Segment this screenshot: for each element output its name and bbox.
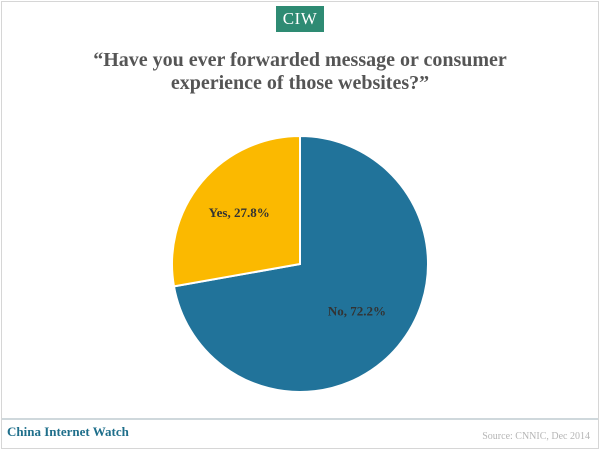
footer-divider: [2, 418, 598, 420]
pie-slice-yes: [171, 134, 301, 288]
brand-name: China Internet Watch: [7, 424, 129, 439]
chart-title: “Have you ever forwarded message or cons…: [40, 49, 560, 95]
pie-label-no: No, 72.2%: [328, 304, 386, 319]
pie-slices: [171, 134, 429, 393]
chart-title-line-2: experience of those websites?”: [170, 72, 430, 94]
chart-title-line-1: “Have you ever forwarded message or cons…: [93, 49, 507, 71]
ciw-logo: CIW: [276, 6, 324, 32]
source-note: Source: CNNIC, Dec 2014: [482, 431, 590, 442]
pie-label-yes: Yes, 27.8%: [209, 205, 270, 220]
pie-labels: No, 72.2% Yes, 27.8%: [209, 205, 386, 319]
